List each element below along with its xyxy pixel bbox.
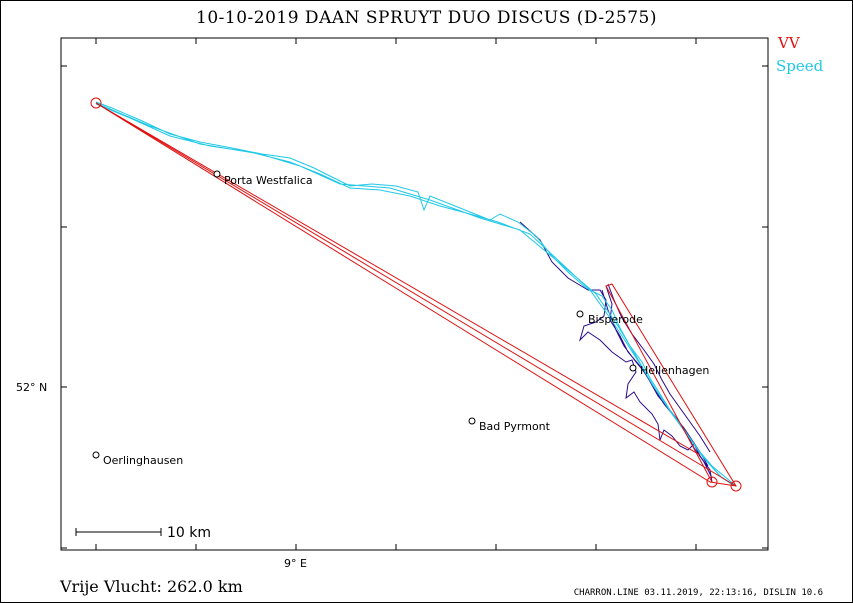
turn-point-marker (706, 476, 718, 488)
town-label: Hellenhagen (640, 364, 709, 377)
scale-bar-label: 10 km (167, 525, 212, 541)
town-hellenhagen: Hellenhagen (629, 364, 709, 377)
town-label: Oerlinghausen (103, 454, 183, 467)
credits-line: CHARRON.LINE 03.11.2019, 22:13:16, DISLI… (573, 588, 823, 598)
page-title: 10-10-2019 DAAN SPRUYT DUO DISCUS (D-257… (196, 8, 657, 28)
town-label: Bad Pyrmont (479, 420, 551, 433)
longitude-label: 9° E (284, 557, 307, 570)
town-bad-pyrmont: Bad Pyrmont (468, 417, 551, 433)
flight-distance: Vrije Vlucht: 262.0 km (60, 577, 243, 596)
map-border (60, 37, 769, 551)
town-bisperode: Bisperode (576, 310, 643, 326)
flight-track-path (519, 221, 713, 483)
scale-bar (75, 528, 162, 536)
legend-vv: VV (778, 34, 800, 52)
left-ticks (61, 65, 768, 549)
town-oerlinghausen: Oerlinghausen (92, 451, 183, 467)
latitude-label: 52° N (16, 381, 48, 394)
town-label: Porta Westfalica (224, 174, 313, 187)
legend-speed: Speed (776, 57, 824, 75)
bottom-ticks (95, 38, 697, 550)
start-point-marker (90, 97, 102, 109)
town-label: Bisperode (588, 313, 643, 326)
town-porta-westfalica: Porta Westfalica (213, 170, 313, 187)
finish-point-marker (730, 480, 742, 492)
vv-triangle (95, 102, 737, 487)
